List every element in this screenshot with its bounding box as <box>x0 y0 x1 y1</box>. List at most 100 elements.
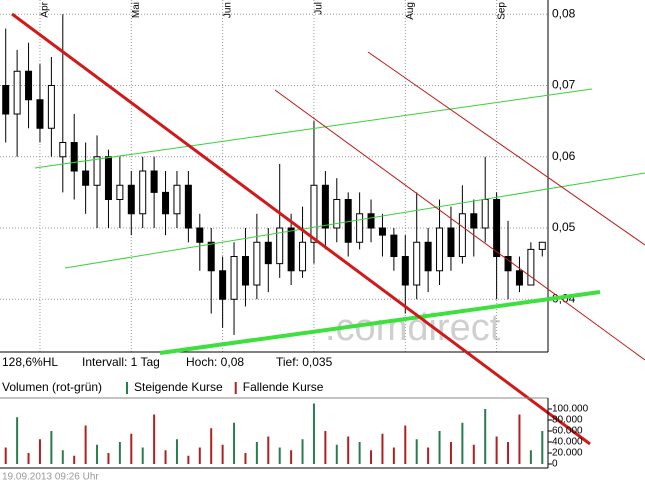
candle-body <box>93 156 101 186</box>
legend-swatch <box>126 382 128 394</box>
volume-bar <box>484 409 487 464</box>
volume-bar <box>507 442 510 464</box>
y-tick-label: 0 <box>552 459 558 470</box>
candle-body <box>481 199 489 229</box>
legend: Steigende Kurse Fallende Kurse <box>126 380 324 394</box>
volume-bar <box>461 422 464 464</box>
candle-body <box>299 241 307 272</box>
volume-bar <box>415 439 418 464</box>
volume-bar <box>267 436 270 464</box>
candle-body <box>527 248 535 286</box>
volume-bar <box>392 447 395 464</box>
candle-body <box>413 241 421 286</box>
volume-bar <box>4 447 7 464</box>
candle-body <box>276 227 284 265</box>
candle-body <box>356 213 364 243</box>
candle-body <box>59 142 67 158</box>
candle-body <box>378 227 386 236</box>
volume-bar <box>61 450 64 464</box>
volume-bar <box>96 444 99 464</box>
candle-body <box>127 184 135 215</box>
x-tick-label: Apr <box>40 1 51 17</box>
candle-body <box>424 241 432 272</box>
volume-bar <box>347 436 350 464</box>
info: Tief: 0,035 <box>276 355 333 369</box>
candle-body <box>287 227 295 272</box>
footer: 19.09.2013 09:26 Uhr <box>2 472 99 483</box>
volume-bar <box>324 431 327 464</box>
candle-body <box>321 184 329 229</box>
candle-body <box>470 213 478 229</box>
candle-body <box>25 70 33 101</box>
volume-title: Volumen (rot-grün) <box>2 380 102 394</box>
candle-body <box>47 85 55 129</box>
candle-body <box>310 184 318 243</box>
y-tick-label: 40.000 <box>552 437 583 448</box>
volume-bar <box>130 433 133 464</box>
trend-line <box>34 88 593 169</box>
volume-bar <box>107 453 110 464</box>
candle-body <box>196 227 204 243</box>
candle-body <box>515 270 523 286</box>
volume-bar <box>50 431 53 464</box>
candle-body <box>207 241 215 272</box>
candle-body <box>104 156 112 201</box>
volume-bar <box>255 442 258 464</box>
volume-bar <box>244 453 247 464</box>
info: 128,6%HL <box>2 355 58 369</box>
candle-body <box>219 270 227 300</box>
volume-bar <box>187 455 190 464</box>
info: Hoch: 0,08 <box>186 355 244 369</box>
candle-body <box>538 241 546 250</box>
volume-bar <box>175 439 178 464</box>
volume-bar <box>198 447 201 464</box>
y-tick-label: 20.000 <box>552 448 583 459</box>
volume-bar <box>278 447 281 464</box>
volume-bar <box>529 450 532 464</box>
volume-bar <box>427 447 430 464</box>
candle-body <box>401 256 409 286</box>
y-tick-label: 0,05 <box>552 220 576 234</box>
candle-body <box>264 241 272 265</box>
x-tick-label: Sep <box>496 2 507 20</box>
candle-body <box>436 227 444 272</box>
volume-bar <box>370 450 373 464</box>
volume-bar <box>312 403 315 464</box>
legend-label: Fallende Kurse <box>243 380 324 394</box>
candle-body <box>116 184 124 201</box>
candle-body <box>333 199 341 229</box>
y-tick-label: 0,06 <box>552 149 576 163</box>
volume-bar <box>335 444 338 464</box>
candle-body <box>230 256 238 300</box>
volume-bar <box>449 442 452 464</box>
x-tick-label: Jul <box>314 2 325 15</box>
volume-bar <box>210 428 213 464</box>
y-tick-label: 0,08 <box>552 6 576 20</box>
volume-bar <box>404 425 407 464</box>
candle-body <box>70 142 78 172</box>
volume-bar <box>141 447 144 464</box>
y-tick-label: 80.000 <box>552 415 583 426</box>
candle-body <box>390 234 398 258</box>
candle-body <box>253 241 261 286</box>
volume-bar <box>73 455 76 464</box>
x-tick-label: Jun <box>222 2 233 18</box>
volume-bar <box>164 450 167 464</box>
volume-bar <box>233 422 236 464</box>
volume-bar <box>495 436 498 464</box>
candle-body <box>2 85 10 115</box>
candle-body <box>173 184 181 215</box>
candle-body <box>162 191 170 215</box>
volume-bar <box>301 439 304 464</box>
volume-bar <box>518 414 521 464</box>
volume-bar <box>221 444 224 464</box>
volume-bar <box>27 453 30 464</box>
y-tick-label: 60.000 <box>552 426 583 437</box>
volume-bar <box>118 442 121 464</box>
trend-line <box>64 172 645 269</box>
volume-bar <box>358 442 361 464</box>
